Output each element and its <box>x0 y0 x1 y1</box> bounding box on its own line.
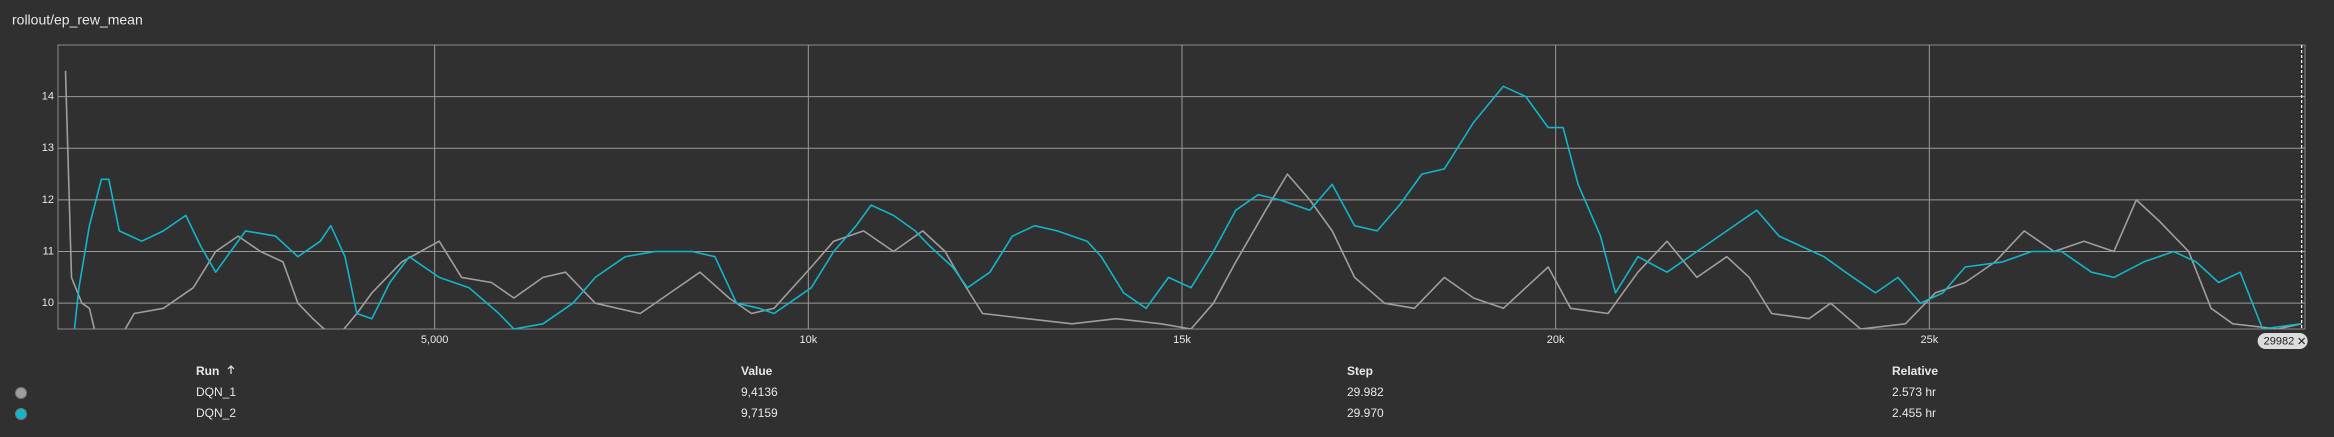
grid: 10 11 12 13 14 5,000 10k 15k 20k 25k <box>42 45 2305 346</box>
table-cell: 29.970 <box>1347 406 1384 420</box>
run-color-dot <box>15 408 27 420</box>
x-tick-label: 10k <box>799 334 817 346</box>
y-tick-label: 13 <box>42 142 54 154</box>
y-tick-label: 10 <box>42 297 54 309</box>
table-cell: 29.982 <box>1347 385 1384 399</box>
cursor-close[interactable] <box>2298 337 2306 345</box>
x-tick-label: 25k <box>1920 334 1938 346</box>
column-header[interactable]: Step <box>1347 364 1373 378</box>
column-header[interactable]: Relative <box>1892 364 1938 378</box>
column-header[interactable]: Value <box>741 364 773 378</box>
series-line <box>64 70 2302 329</box>
table-cell: 9,7159 <box>741 406 778 420</box>
table-cell: 2.573 hr <box>1892 385 1936 399</box>
table-cell: DQN_1 <box>196 385 236 399</box>
series-line <box>73 85 2301 329</box>
sort-icon <box>227 365 235 374</box>
x-tick-label: 5,000 <box>421 334 449 346</box>
table: Run Value Step Relative DQN_1 9,4136 29.982 2.5… <box>15 364 1938 420</box>
table-cell: 2.455 hr <box>1892 406 1936 420</box>
cursor-label: 29982 <box>2264 335 2295 347</box>
cursor-tag <box>2257 333 2308 349</box>
y-tick-label: 14 <box>42 91 54 103</box>
lines <box>64 70 2302 329</box>
table-cell: 9,4136 <box>741 385 778 399</box>
y-tick-label: 11 <box>43 245 54 257</box>
y-tick-label: 12 <box>42 194 54 206</box>
run-color-dot <box>15 387 27 399</box>
x-tick-label: 20k <box>1547 334 1565 346</box>
table-cell: DQN_2 <box>196 406 236 420</box>
chart-title: rollout/ep_rew_mean <box>12 12 143 28</box>
x-tick-label: 15k <box>1173 334 1191 346</box>
column-header[interactable]: Run <box>196 364 219 378</box>
